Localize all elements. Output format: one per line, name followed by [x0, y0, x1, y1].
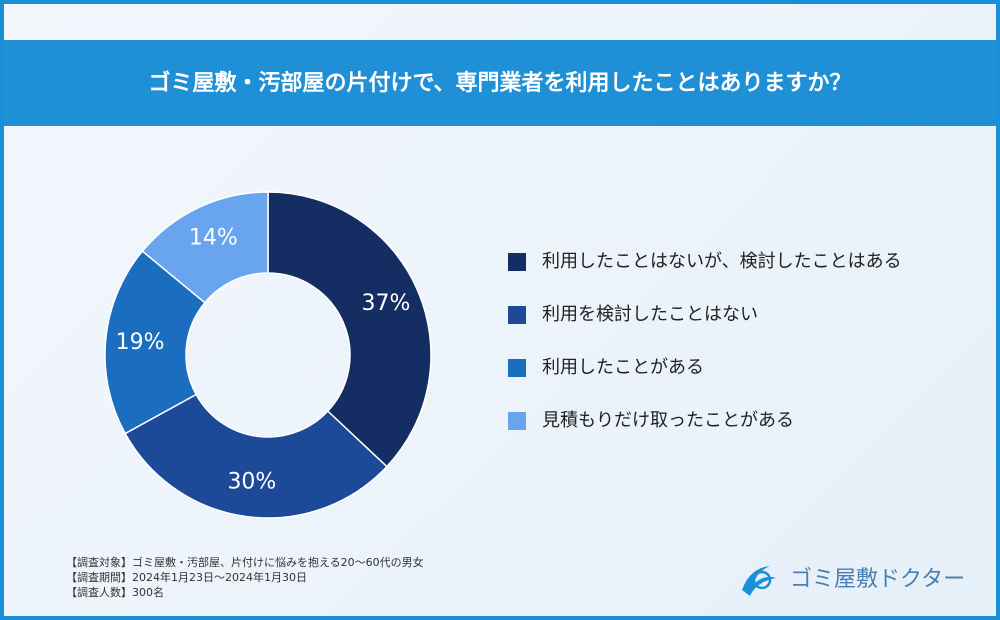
legend-label: 利用したことはないが、検討したことはある: [542, 251, 902, 272]
donut-segment: [124, 393, 388, 519]
title-banner: [4, 40, 996, 126]
legend-swatch: [508, 306, 526, 324]
legend-swatch: [508, 359, 526, 377]
logo: ゴミ屋敷ドクター: [742, 566, 965, 596]
footnote: 【調査人数】300名: [66, 585, 164, 599]
data-label: 14%: [189, 226, 238, 251]
legend-label: 利用したことがある: [542, 357, 704, 378]
data-label: 30%: [227, 469, 276, 494]
chart-title: ゴミ屋敷・汚部屋の片付けで、専門業者を利用したことはありますか？: [148, 70, 851, 96]
legend-label: 見積もりだけ取ったことがある: [542, 410, 794, 431]
donut-segment: [267, 191, 432, 468]
donut-segment: [104, 250, 206, 435]
legend-swatch: [508, 412, 526, 430]
chart: ゴミ屋敷・汚部屋の片付けで、専門業者を利用したことはありますか？ 【調査対象】ゴ…: [4, 40, 996, 599]
footnote: 【調査期間】2024年1月23日〜2024年1月30日: [66, 570, 307, 584]
footnote: 【調査対象】ゴミ屋敷・汚部屋、片付けに悩みを抱える20〜60代の男女: [66, 555, 424, 569]
donut-segment: [141, 191, 269, 304]
data-label: 37%: [361, 291, 410, 316]
legend-label: 利用を検討したことはない: [542, 304, 758, 325]
legend-swatch: [508, 253, 526, 271]
data-label: 19%: [116, 330, 165, 355]
logo-text: ゴミ屋敷ドクター: [790, 567, 965, 592]
